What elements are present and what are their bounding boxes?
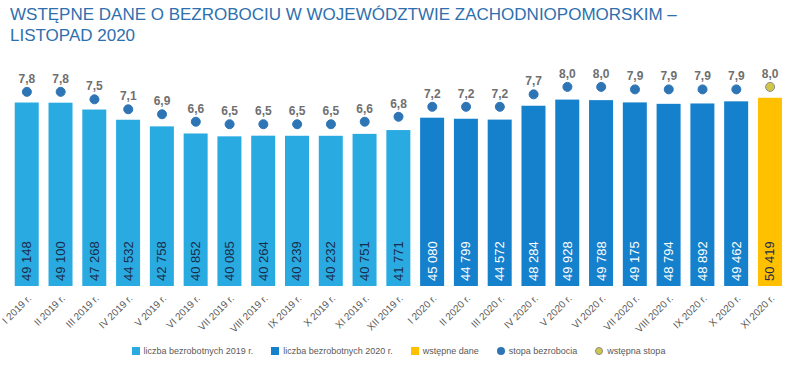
svg-text:VI 2019 r.: VI 2019 r. (164, 292, 203, 331)
svg-text:6,6: 6,6 (356, 102, 373, 116)
svg-text:7,1: 7,1 (120, 89, 137, 103)
html-text:liczba bezrobotnych 2020 r.: liczba bezrobotnych 2020 r. (283, 346, 393, 356)
svg-text:49 100: 49 100 (53, 241, 68, 281)
svg-text:6,5: 6,5 (255, 104, 272, 118)
svg-text:II 2020 r.: II 2020 r. (437, 293, 472, 328)
svg-text:V 2020 r.: V 2020 r. (538, 293, 574, 329)
svg-text:V 2019 r.: V 2019 r. (132, 293, 168, 329)
svg-text:40 852: 40 852 (188, 241, 203, 281)
svg-text:II 2019 r.: II 2019 r. (32, 293, 67, 328)
svg-text:8,0: 8,0 (762, 67, 779, 81)
svg-text:8,0: 8,0 (593, 67, 610, 81)
svg-text:I 2019 r.: I 2019 r. (0, 293, 33, 326)
svg-text:45 080: 45 080 (425, 241, 440, 281)
svg-text:6,5: 6,5 (323, 104, 340, 118)
svg-text:40 232: 40 232 (323, 241, 338, 281)
svg-text:7,8: 7,8 (52, 72, 69, 86)
svg-text:40 751: 40 751 (357, 241, 372, 281)
svg-text:IX 2019 r.: IX 2019 r. (266, 293, 304, 331)
html-text:wstępne dane: wstępne dane (422, 346, 479, 356)
svg-text:44 532: 44 532 (121, 241, 136, 281)
svg-text:44 572: 44 572 (492, 241, 507, 281)
svg-text:IV 2019 r.: IV 2019 r. (97, 293, 135, 331)
svg-text:50 419: 50 419 (762, 241, 777, 281)
svg-text:49 788: 49 788 (594, 241, 609, 281)
svg-text:III 2020 r.: III 2020 r. (469, 293, 506, 330)
svg-text:VII 2020 r.: VII 2020 r. (601, 292, 642, 333)
html-text:wstępna stopa: wstępna stopa (607, 346, 666, 356)
svg-text:40 264: 40 264 (256, 241, 271, 281)
svg-text:47 268: 47 268 (87, 241, 102, 281)
svg-text:XI 2020 r.: XI 2020 r. (738, 293, 776, 331)
svg-text:VI 2020 r.: VI 2020 r. (569, 292, 608, 331)
svg-text:48 794: 48 794 (661, 241, 676, 281)
svg-text:III 2019 r.: III 2019 r. (64, 293, 101, 330)
svg-text:7,2: 7,2 (458, 87, 475, 101)
svg-text:49 462: 49 462 (729, 241, 744, 281)
svg-text:48 892: 48 892 (695, 241, 710, 281)
svg-text:7,2: 7,2 (424, 87, 441, 101)
svg-text:7,9: 7,9 (660, 69, 677, 83)
svg-text:7,7: 7,7 (525, 74, 542, 88)
html-text:WSTĘPNE DANE O BEZROBOCIU W WO: WSTĘPNE DANE O BEZROBOCIU W WOJEWÓDZTWIE… (10, 5, 677, 45)
svg-text:48 284: 48 284 (526, 241, 541, 281)
svg-text:6,6: 6,6 (187, 102, 204, 116)
svg-text:7,9: 7,9 (627, 69, 644, 83)
svg-text:49 928: 49 928 (560, 241, 575, 281)
svg-text:49 175: 49 175 (627, 241, 642, 281)
svg-text:42 758: 42 758 (154, 241, 169, 281)
svg-text:X 2019 r.: X 2019 r. (301, 293, 337, 329)
html-text:stopa bezrobocia: stopa bezrobocia (508, 346, 578, 356)
svg-text:6,5: 6,5 (289, 104, 306, 118)
svg-text:6,8: 6,8 (390, 97, 407, 111)
svg-text:40 239: 40 239 (289, 241, 304, 281)
svg-text:XI 2019 r.: XI 2019 r. (333, 292, 372, 331)
svg-text:7,2: 7,2 (492, 87, 509, 101)
svg-text:49 148: 49 148 (19, 241, 34, 281)
svg-text:44 799: 44 799 (458, 241, 473, 281)
html-text:liczba bezrobotnych 2019 r.: liczba bezrobotnych 2019 r. (143, 346, 254, 356)
svg-text:7,9: 7,9 (694, 69, 711, 83)
svg-text:VIII 2020 r.: VIII 2020 r. (633, 293, 675, 335)
svg-text:41 771: 41 771 (391, 241, 406, 281)
svg-text:7,9: 7,9 (728, 69, 745, 83)
svg-text:7,8: 7,8 (19, 72, 36, 86)
svg-text:8,0: 8,0 (559, 67, 576, 81)
svg-text:VII 2019 r.: VII 2019 r. (196, 292, 236, 333)
svg-text:VIII 2019 r.: VIII 2019 r. (228, 293, 270, 335)
svg-text:I 2020 r.: I 2020 r. (405, 293, 438, 326)
svg-text:X 2020 r.: X 2020 r. (707, 293, 743, 329)
svg-text:IX 2020 r.: IX 2020 r. (671, 293, 709, 331)
svg-text:7,5: 7,5 (86, 79, 103, 93)
svg-text:40 085: 40 085 (222, 241, 237, 281)
svg-text:XII 2019 r.: XII 2019 r. (365, 293, 405, 333)
svg-text:6,5: 6,5 (221, 104, 238, 118)
svg-text:6,9: 6,9 (154, 94, 171, 108)
svg-text:IV 2020 r.: IV 2020 r. (502, 293, 540, 331)
